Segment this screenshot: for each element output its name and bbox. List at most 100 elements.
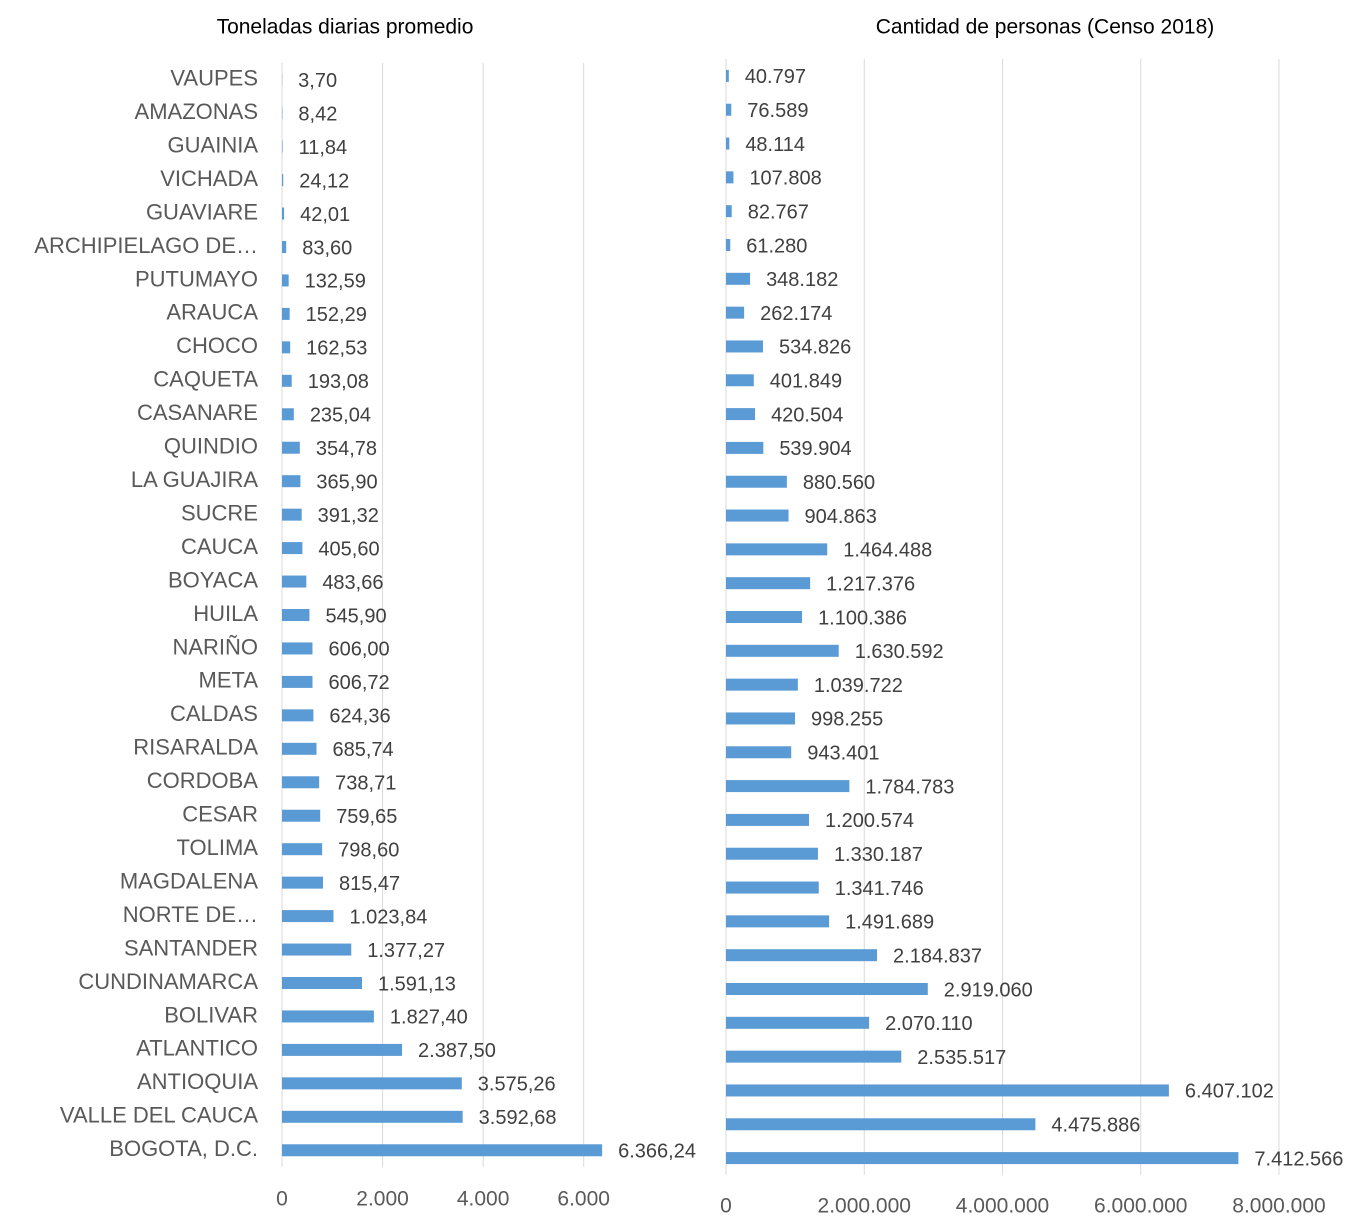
category-label: PUTUMAYO: [135, 266, 258, 291]
category-label: CHOCO: [176, 333, 258, 358]
data-label: 42,01: [300, 204, 350, 226]
bar: [282, 742, 317, 755]
category-label: ARAUCA: [166, 300, 258, 325]
category-label: SANTANDER: [124, 935, 258, 960]
category-label: BOLIVAR: [164, 1002, 258, 1027]
data-label: 61.280: [746, 235, 807, 257]
data-label: 401.849: [770, 371, 842, 393]
x-tick-label: 8.000.000: [1232, 1195, 1325, 1218]
bar: [282, 910, 334, 923]
category-label: NORTE DE…: [123, 902, 258, 927]
data-label: 132,59: [305, 271, 366, 293]
data-label: 534.826: [779, 337, 851, 359]
category-label: SUCRE: [181, 500, 258, 525]
data-label: 262.174: [760, 303, 832, 325]
bar: [282, 408, 294, 421]
data-label: 1.630.592: [855, 641, 944, 663]
x-tick-label: 2.000.000: [818, 1195, 911, 1218]
category-label: CAQUETA: [153, 367, 258, 392]
bar: [726, 1084, 1169, 1097]
data-label: 162,53: [306, 338, 367, 360]
bar: [726, 949, 878, 962]
data-label: 1.464.488: [843, 540, 932, 562]
category-label: MAGDALENA: [120, 868, 258, 893]
data-label: 76.589: [747, 100, 808, 122]
data-label: 1.341.746: [835, 878, 924, 900]
category-label: CESAR: [182, 802, 258, 827]
bar: [282, 876, 324, 889]
bar: [282, 274, 289, 287]
category-label: GUAINIA: [168, 132, 259, 157]
bar: [282, 943, 352, 956]
bar: [282, 1144, 603, 1157]
data-label: 1.039.722: [814, 675, 903, 697]
bar: [282, 140, 283, 153]
bar: [726, 205, 732, 218]
bar: [726, 1016, 870, 1029]
category-label: ATLANTICO: [136, 1036, 258, 1061]
category-label: VALLE DEL CAUCA: [60, 1103, 258, 1128]
data-label: 11,84: [299, 137, 348, 159]
category-label: QUINDIO: [164, 434, 258, 459]
data-label: 998.255: [811, 709, 883, 731]
data-label: 3,70: [298, 70, 337, 92]
data-label: 759,65: [336, 806, 397, 828]
data-label: 152,29: [306, 304, 367, 326]
bar: [726, 577, 811, 590]
bar: [282, 1077, 462, 1090]
data-label: 880.560: [803, 472, 875, 494]
x-tick-label: 6.000: [557, 1188, 610, 1211]
bar: [726, 983, 928, 995]
x-tick-label: 6.000.000: [1094, 1195, 1187, 1218]
data-label: 1.217.376: [826, 573, 915, 595]
category-label: CAUCA: [181, 534, 258, 559]
bar: [726, 475, 787, 488]
bar: [282, 508, 302, 521]
data-label: 354,78: [316, 438, 377, 460]
category-label: BOYACA: [168, 567, 258, 592]
bar: [726, 1050, 902, 1063]
data-label: 904.863: [805, 506, 877, 528]
data-label: 545,90: [325, 605, 386, 627]
bar: [282, 341, 291, 354]
data-label: 3.592,68: [479, 1107, 557, 1129]
data-label: 107.808: [749, 168, 821, 190]
bar: [282, 675, 313, 688]
data-label: 1.330.187: [834, 844, 923, 866]
data-label: 1.023,84: [349, 906, 427, 928]
bar: [726, 509, 789, 522]
bar: [726, 239, 731, 251]
category-label: CASANARE: [137, 400, 258, 425]
data-label: 483,66: [322, 572, 383, 594]
data-label: 1.491.689: [845, 912, 934, 934]
data-label: 7.412.566: [1254, 1148, 1343, 1170]
bar: [726, 340, 763, 353]
bar: [726, 847, 818, 860]
data-label: 348.182: [766, 269, 838, 291]
bar: [282, 1110, 463, 1123]
data-label: 3.575,26: [478, 1074, 556, 1096]
bar: [282, 207, 285, 220]
bar: [726, 137, 730, 150]
bar: [726, 272, 751, 285]
bar: [726, 813, 809, 826]
bar: [726, 712, 796, 725]
category-label: ANTIOQUIA: [137, 1069, 258, 1094]
bar: [726, 881, 819, 894]
data-label: 798,60: [338, 839, 399, 861]
bar: [282, 575, 307, 588]
bar: [726, 408, 756, 421]
category-label: RISARALDA: [133, 735, 258, 760]
category-label: NARIÑO: [172, 634, 258, 659]
data-label: 6.407.102: [1185, 1081, 1274, 1103]
data-label: 1.591,13: [378, 973, 456, 995]
data-label: 1.100.386: [818, 607, 907, 629]
bar: [726, 543, 828, 556]
category-label: GUAVIARE: [146, 199, 258, 224]
bar: [282, 642, 313, 655]
data-label: 1.377,27: [367, 940, 445, 962]
data-label: 1.827,40: [390, 1007, 468, 1029]
category-label: LA GUAJIRA: [131, 467, 258, 492]
bar: [726, 171, 734, 184]
category-label: TOLIMA: [176, 835, 258, 860]
